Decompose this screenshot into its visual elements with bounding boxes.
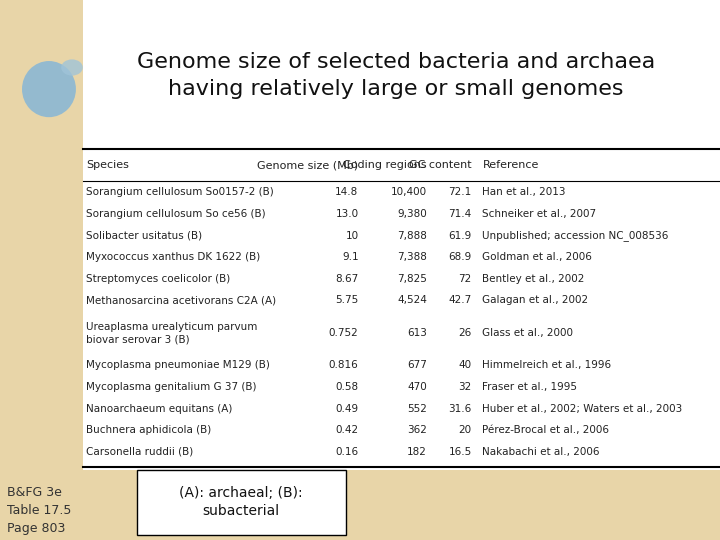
Text: Ureaplasma urealyticum parvum
biovar serovar 3 (B): Ureaplasma urealyticum parvum biovar ser… — [86, 322, 258, 344]
Text: 42.7: 42.7 — [449, 295, 472, 306]
Text: Streptomyces coelicolor (B): Streptomyces coelicolor (B) — [86, 274, 230, 284]
Text: Mycoplasma genitalium G 37 (B): Mycoplasma genitalium G 37 (B) — [86, 382, 257, 392]
Text: 40: 40 — [459, 360, 472, 370]
Text: Genome size (Mb): Genome size (Mb) — [258, 160, 359, 170]
Text: GC content: GC content — [409, 160, 472, 170]
Text: Fraser et al., 1995: Fraser et al., 1995 — [482, 382, 577, 392]
Text: Sorangium cellulosum So0157-2 (B): Sorangium cellulosum So0157-2 (B) — [86, 187, 274, 197]
Text: 0.42: 0.42 — [336, 426, 359, 435]
Text: Buchnera aphidicola (B): Buchnera aphidicola (B) — [86, 426, 212, 435]
Text: Myxococcus xanthus DK 1622 (B): Myxococcus xanthus DK 1622 (B) — [86, 252, 261, 262]
Text: Mycoplasma pneumoniae M129 (B): Mycoplasma pneumoniae M129 (B) — [86, 360, 270, 370]
Text: Galagan et al., 2002: Galagan et al., 2002 — [482, 295, 588, 306]
Text: Glass et al., 2000: Glass et al., 2000 — [482, 328, 573, 338]
Text: 0.49: 0.49 — [336, 404, 359, 414]
Text: Nakabachi et al., 2006: Nakabachi et al., 2006 — [482, 447, 600, 457]
Text: Coding regions: Coding regions — [343, 160, 427, 170]
Text: 7,388: 7,388 — [397, 252, 427, 262]
Ellipse shape — [22, 61, 76, 117]
Text: Genome size of selected bacteria and archaea
having relatively large or small ge: Genome size of selected bacteria and arc… — [137, 52, 655, 99]
Text: Reference: Reference — [482, 160, 539, 170]
Text: 14.8: 14.8 — [336, 187, 359, 197]
Text: Han et al., 2013: Han et al., 2013 — [482, 187, 566, 197]
Text: 362: 362 — [407, 426, 427, 435]
Text: 470: 470 — [408, 382, 427, 392]
Text: 7,825: 7,825 — [397, 274, 427, 284]
Text: Bentley et al., 2002: Bentley et al., 2002 — [482, 274, 585, 284]
Text: 61.9: 61.9 — [449, 231, 472, 240]
Text: 68.9: 68.9 — [449, 252, 472, 262]
Text: 613: 613 — [407, 328, 427, 338]
Text: Nanoarchaeum equitans (A): Nanoarchaeum equitans (A) — [86, 404, 233, 414]
Text: 9,380: 9,380 — [397, 209, 427, 219]
Circle shape — [61, 59, 83, 76]
Text: Himmelreich et al., 1996: Himmelreich et al., 1996 — [482, 360, 611, 370]
Text: Solibacter usitatus (B): Solibacter usitatus (B) — [86, 231, 202, 240]
Text: Unpublished; accession NC_008536: Unpublished; accession NC_008536 — [482, 230, 669, 241]
Text: 0.16: 0.16 — [336, 447, 359, 457]
Text: 677: 677 — [407, 360, 427, 370]
Text: Sorangium cellulosum So ce56 (B): Sorangium cellulosum So ce56 (B) — [86, 209, 266, 219]
Text: Huber et al., 2002; Waters et al., 2003: Huber et al., 2002; Waters et al., 2003 — [482, 404, 683, 414]
Text: 16.5: 16.5 — [449, 447, 472, 457]
Bar — [83, 151, 720, 470]
Text: 26: 26 — [459, 328, 472, 338]
Text: 20: 20 — [459, 426, 472, 435]
Text: 0.816: 0.816 — [329, 360, 359, 370]
Bar — [83, 0, 720, 151]
Text: 10,400: 10,400 — [391, 187, 427, 197]
Text: 8.67: 8.67 — [336, 274, 359, 284]
Text: 31.6: 31.6 — [449, 404, 472, 414]
Text: 9.1: 9.1 — [342, 252, 359, 262]
Text: Pérez-Brocal et al., 2006: Pérez-Brocal et al., 2006 — [482, 426, 609, 435]
Text: 5.75: 5.75 — [336, 295, 359, 306]
Text: 71.4: 71.4 — [449, 209, 472, 219]
Text: Methanosarcina acetivorans C2A (A): Methanosarcina acetivorans C2A (A) — [86, 295, 276, 306]
Text: Schneiker et al., 2007: Schneiker et al., 2007 — [482, 209, 597, 219]
Text: 0.58: 0.58 — [336, 382, 359, 392]
Text: 182: 182 — [407, 447, 427, 457]
Text: (A): archaeal; (B):
subacterial: (A): archaeal; (B): subacterial — [179, 486, 303, 518]
FancyBboxPatch shape — [137, 470, 346, 535]
Text: 552: 552 — [407, 404, 427, 414]
Text: Carsonella ruddii (B): Carsonella ruddii (B) — [86, 447, 194, 457]
Text: 10: 10 — [346, 231, 359, 240]
Text: 7,888: 7,888 — [397, 231, 427, 240]
Text: 32: 32 — [459, 382, 472, 392]
Text: 4,524: 4,524 — [397, 295, 427, 306]
Text: 72.1: 72.1 — [449, 187, 472, 197]
Text: 13.0: 13.0 — [336, 209, 359, 219]
Text: Species: Species — [86, 160, 130, 170]
Text: B&FG 3e
Table 17.5
Page 803: B&FG 3e Table 17.5 Page 803 — [7, 486, 71, 535]
Text: 0.752: 0.752 — [329, 328, 359, 338]
Text: Goldman et al., 2006: Goldman et al., 2006 — [482, 252, 593, 262]
Text: 72: 72 — [459, 274, 472, 284]
